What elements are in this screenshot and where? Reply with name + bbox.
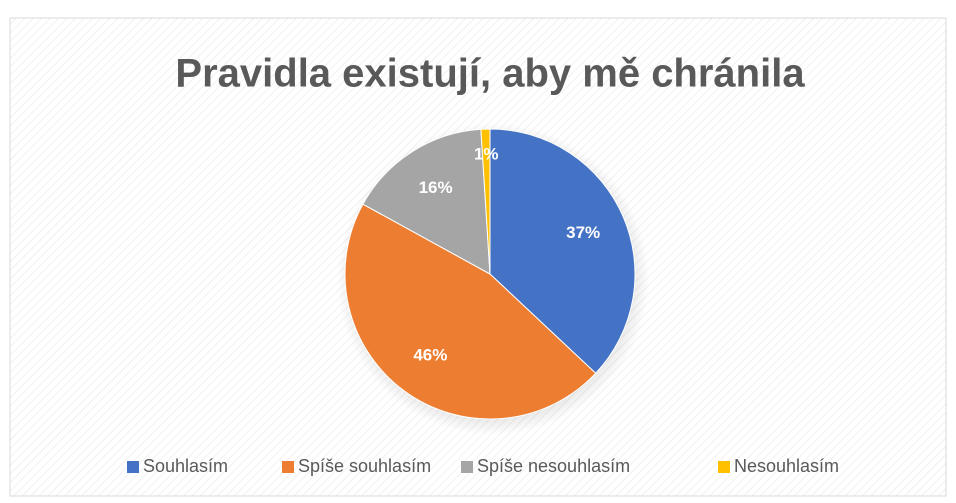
legend-label: Nesouhlasím bbox=[734, 456, 839, 476]
legend-label: Spíše nesouhlasím bbox=[477, 456, 630, 476]
data-label: 46% bbox=[413, 346, 447, 365]
pie-slice bbox=[362, 128, 491, 275]
chart-title: Pravidla existují, aby mě chránila bbox=[175, 52, 805, 96]
legend-label: Souhlasím bbox=[143, 456, 228, 476]
legend-label: Spíše souhlasím bbox=[298, 456, 431, 476]
legend-swatch bbox=[127, 461, 139, 473]
legend: Souhlasím Spíše souhlasím Spíše nesouhlasí… bbox=[127, 456, 839, 476]
data-label: 37% bbox=[566, 223, 600, 242]
pie-slice bbox=[480, 128, 491, 275]
data-label: 1% bbox=[474, 145, 499, 164]
pie-slice bbox=[489, 128, 636, 374]
data-label: 16% bbox=[419, 178, 453, 197]
pie: 37% 46% 16% 1% bbox=[344, 128, 636, 420]
pie-slice bbox=[344, 203, 597, 420]
legend-swatch bbox=[461, 461, 473, 473]
legend-swatch bbox=[282, 461, 294, 473]
legend-swatch bbox=[718, 461, 730, 473]
